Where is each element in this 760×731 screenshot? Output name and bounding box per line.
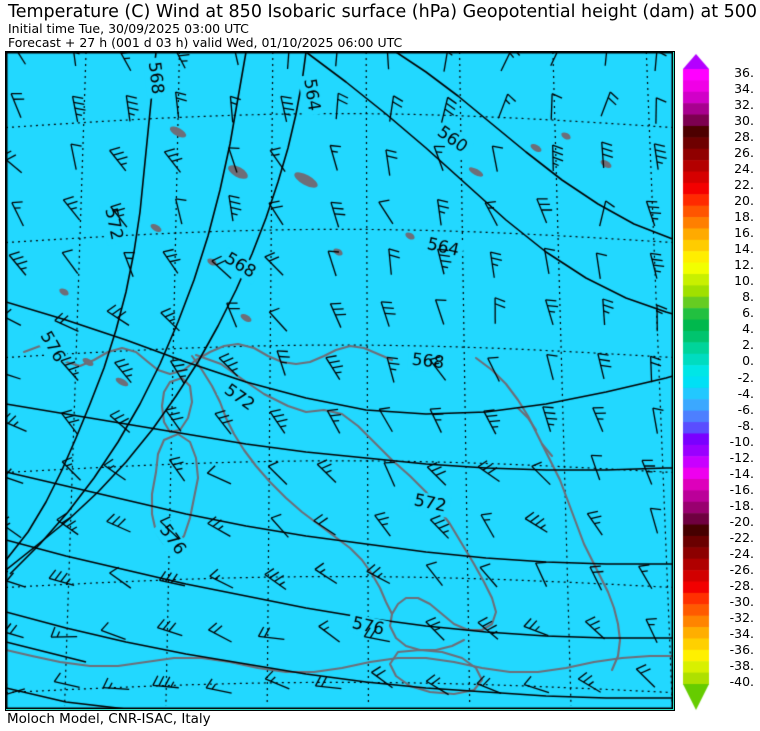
map-panel[interactable] — [5, 51, 675, 711]
colorbar-tick-label: 30. — [734, 113, 754, 129]
colorbar-tick-label: -20. — [729, 513, 754, 529]
colorbar-tick-label: -22. — [729, 529, 754, 545]
colorbar-tick-label: -26. — [729, 561, 754, 577]
colorbar-tick-label: 8. — [742, 289, 754, 305]
colorbar-tick-label: 22. — [734, 177, 754, 193]
colorbar-tick-label: 24. — [734, 161, 754, 177]
colorbar-tick-label: 12. — [734, 257, 754, 273]
page-title: Temperature (C) Wind at 850 Isobaric sur… — [8, 2, 760, 22]
colorbar-tick-label: 6. — [742, 305, 754, 321]
colorbar-tick-label: -2. — [737, 369, 754, 385]
colorbar-tick-label: -10. — [729, 433, 754, 449]
colorbar-tick-label: 28. — [734, 129, 754, 145]
colorbar-tick-label: -24. — [729, 545, 754, 561]
model-credit: Moloch Model, CNR-ISAC, Italy — [7, 711, 211, 727]
colorbar-tick-label: 10. — [734, 273, 754, 289]
colorbar-tick-label: -4. — [737, 385, 754, 401]
forecast-valid-text: Forecast + 27 h (001 d 03 h) valid Wed, … — [8, 35, 403, 50]
colorbar-tick-label: -18. — [729, 497, 754, 513]
colorbar-tick-label: -36. — [729, 641, 754, 657]
colorbar-tick-label: -28. — [729, 577, 754, 593]
colorbar-tick-label: 36. — [734, 65, 754, 80]
colorbar-tick-label: -34. — [729, 625, 754, 641]
colorbar-gradient — [682, 52, 760, 712]
colorbar-tick-label: -14. — [729, 465, 754, 481]
colorbar-tick-label: 32. — [734, 97, 754, 113]
colorbar-tick-label: -40. — [729, 674, 754, 689]
colorbar-tick-label: 20. — [734, 193, 754, 209]
colorbar-tick-label: -12. — [729, 449, 754, 465]
colorbar-tick-label: 34. — [734, 81, 754, 97]
colorbar-tick-label: 0. — [742, 353, 754, 369]
colorbar-tick-label: -38. — [729, 657, 754, 673]
colorbar-tick-label: 14. — [734, 241, 754, 257]
colorbar-tick-label: -6. — [737, 401, 754, 417]
colorbar-tick-label: 16. — [734, 225, 754, 241]
colorbar-tick-label: 18. — [734, 209, 754, 225]
colorbar-tick-label: 4. — [742, 321, 754, 337]
colorbar-tick-label: 2. — [742, 337, 754, 353]
header: Temperature (C) Wind at 850 Isobaric sur… — [8, 2, 760, 50]
temperature-field-canvas — [6, 52, 673, 709]
colorbar-tick-label: -30. — [729, 593, 754, 609]
temperature-colorbar: 36. 34. 32. 30. 28. 26. 24. 22. 20. 18. 16. 14. 12. 1… — [682, 52, 760, 712]
initial-time-text: Initial time Tue, 30/09/2025 03:00 UTC — [8, 21, 249, 36]
colorbar-tick-label: -16. — [729, 481, 754, 497]
colorbar-tick-label: -8. — [737, 417, 754, 433]
colorbar-tick-label: -32. — [729, 609, 754, 625]
colorbar-tick-label: 26. — [734, 145, 754, 161]
